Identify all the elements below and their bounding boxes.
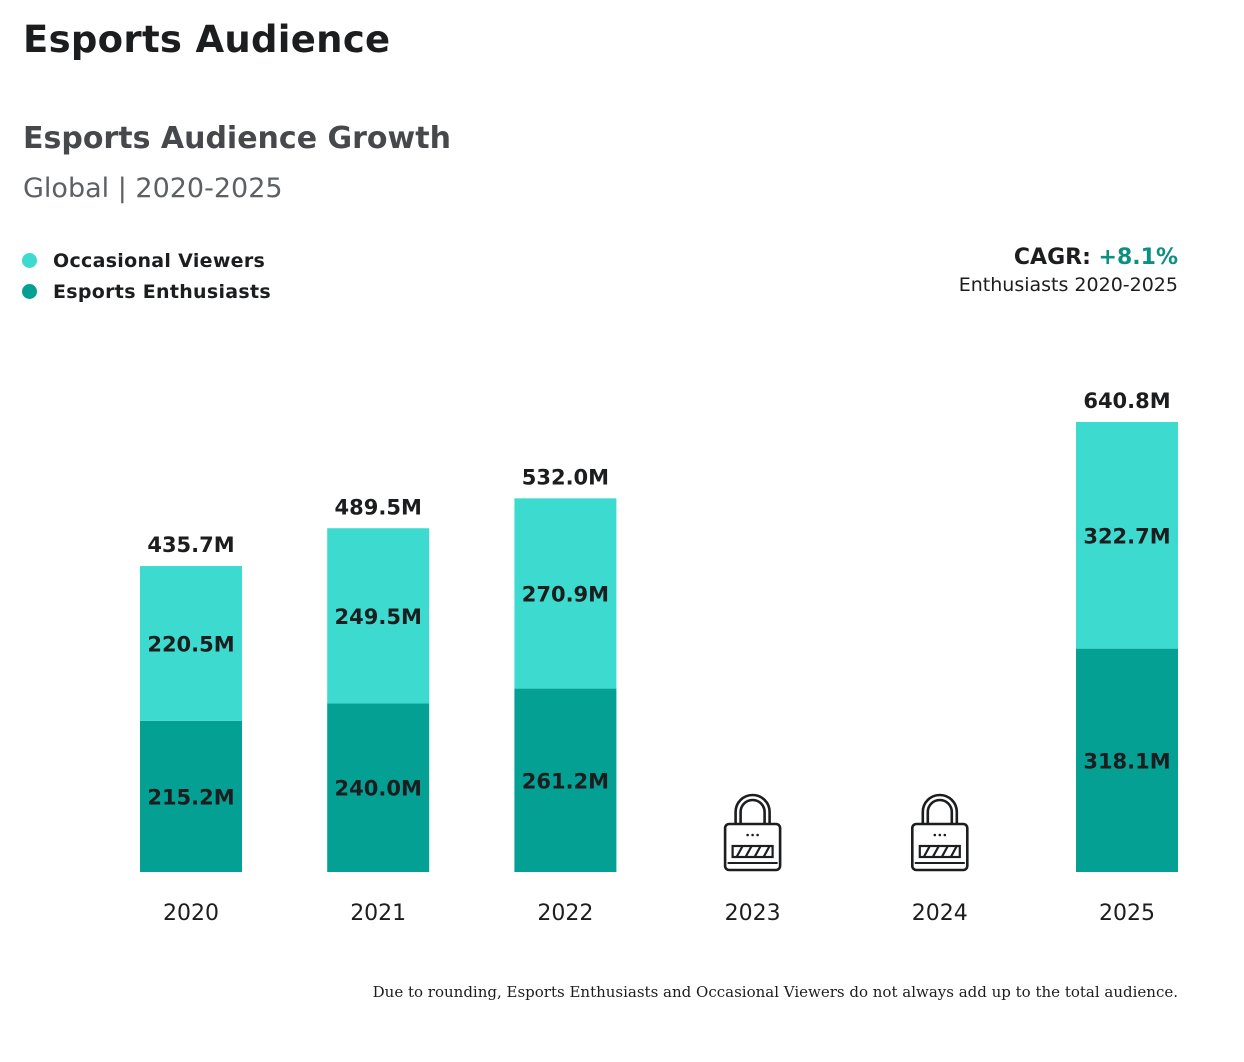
segment-value-label: 322.7M	[1083, 524, 1170, 548]
legend-label: Esports Enthusiasts	[53, 280, 272, 303]
chart-subtitle: Global | 2020-2025	[23, 173, 283, 204]
legend-item-occasional-viewers: Occasional Viewers	[22, 245, 271, 276]
cagr-callout: CAGR: +8.1% Enthusiasts 2020-2025	[959, 245, 1178, 296]
cagr-label: CAGR:	[1013, 245, 1091, 270]
x-tick-label: 2022	[537, 901, 593, 926]
bar-segment-esports-enthusiasts	[327, 703, 430, 872]
page-title: Esports Audience	[23, 18, 391, 61]
segment-value-label: 215.2M	[147, 785, 234, 809]
legend-swatch-occasional-viewers	[22, 253, 37, 268]
total-value-label: 489.5M	[335, 495, 422, 519]
bar-segment-occasional-viewers	[514, 498, 617, 689]
total-value-label: 640.8M	[1083, 389, 1170, 413]
bar-segment-occasional-viewers	[140, 566, 242, 721]
footnote: Due to rounding, Esports Enthusiasts and…	[372, 983, 1178, 1001]
bar-segment-occasional-viewers	[1076, 422, 1178, 649]
segment-value-label: 249.5M	[335, 605, 422, 629]
legend: Occasional Viewers Esports Enthusiasts	[22, 245, 271, 307]
total-value-label: 435.7M	[147, 533, 234, 557]
legend-swatch-esports-enthusiasts	[22, 284, 37, 299]
cagr-value: +8.1%	[1098, 245, 1178, 270]
legend-label: Occasional Viewers	[53, 249, 266, 272]
cagr-note: Enthusiasts 2020-2025	[958, 274, 1178, 296]
chart-title: Esports Audience Growth	[23, 121, 451, 156]
total-value-label: 532.0M	[522, 465, 609, 489]
padlock-icon	[723, 793, 782, 872]
x-tick-label: 2024	[912, 901, 968, 926]
x-tick-label: 2020	[163, 901, 219, 926]
padlock-icon	[910, 793, 969, 872]
x-tick-label: 2025	[1099, 901, 1155, 926]
bar-segment-esports-enthusiasts	[1076, 648, 1178, 872]
bar-segment-esports-enthusiasts	[514, 688, 617, 872]
segment-value-label: 261.2M	[522, 769, 609, 793]
bar-segment-occasional-viewers	[327, 528, 430, 704]
cagr-line: CAGR: +8.1%	[959, 245, 1178, 270]
segment-value-label: 318.1M	[1083, 749, 1170, 773]
bar-segment-esports-enthusiasts	[140, 720, 242, 872]
segment-value-label: 270.9M	[522, 582, 609, 606]
segment-value-label: 220.5M	[147, 632, 234, 656]
x-tick-label: 2021	[350, 901, 406, 926]
x-tick-label: 2023	[725, 901, 781, 926]
segment-value-label: 240.0M	[335, 777, 422, 801]
legend-item-esports-enthusiasts: Esports Enthusiasts	[22, 276, 271, 307]
